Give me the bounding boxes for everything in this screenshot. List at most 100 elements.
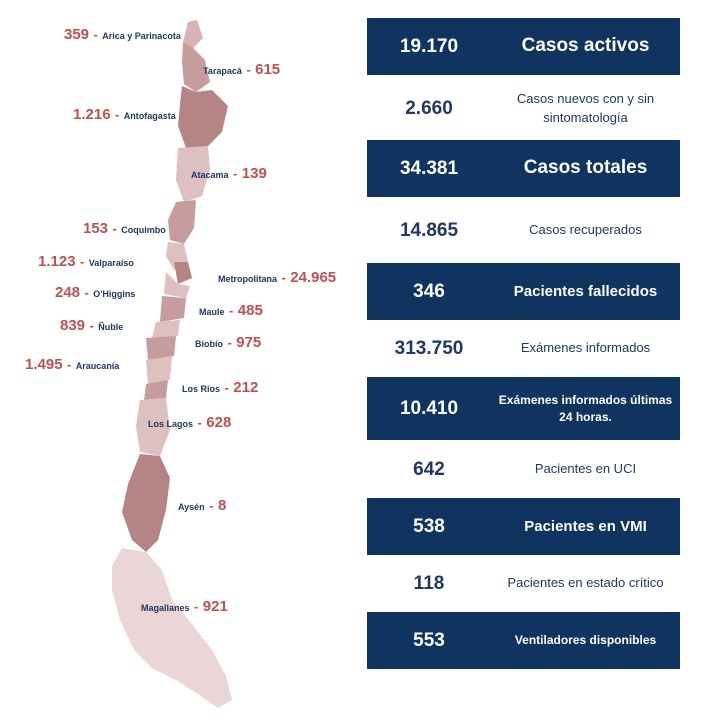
region-shape-tarapaca (182, 42, 210, 92)
chile-map: 359 - Arica y Parinacota Tarapacá - 615 … (25, 20, 336, 708)
region-value: 975 (236, 334, 262, 351)
region-name: Ñuble (98, 322, 124, 332)
stat-value: 313.750 (394, 337, 464, 359)
region-label-antofagasta: 1.216 - Antofagasta (73, 107, 176, 123)
dash: - (80, 254, 85, 269)
stat-label: Pacientes fallecidos (513, 283, 658, 300)
stat-value: 538 (413, 515, 445, 537)
region-label-tarapaca: Tarapacá - 615 (203, 62, 280, 78)
region-name: Coquimbo (121, 225, 166, 235)
region-value: 24.965 (290, 269, 337, 286)
region-shape-antofagasta (178, 86, 228, 148)
region-shape-los-rios (144, 380, 168, 400)
stat-casos-activos: 19.170 Casos activos (367, 18, 680, 75)
region-value: 8 (217, 497, 227, 514)
region-value: 485 (237, 302, 263, 319)
region-name: Aysén (178, 502, 205, 512)
region-name: Arica y Parinacota (102, 31, 181, 41)
region-value: 359 (64, 26, 90, 43)
region-shape-magallanes (112, 548, 232, 708)
region-value: 628 (206, 414, 232, 431)
region-shape-coquimbo (168, 200, 196, 244)
map-south (112, 454, 232, 708)
region-shape-los-lagos (136, 398, 170, 456)
region-value: 921 (202, 598, 228, 615)
region-shape-aysen (122, 454, 170, 552)
region-name: Araucanía (75, 361, 120, 371)
region-label-atacama: Atacama - 139 (191, 166, 267, 182)
region-value: 248 (55, 284, 81, 301)
stat-value: 553 (413, 629, 445, 651)
stat-ventiladores: 553 Ventiladores disponibles (367, 612, 680, 669)
region-value: 212 (233, 379, 259, 396)
region-label-nuble: 839 - Ñuble (60, 318, 123, 334)
map-north (136, 20, 228, 456)
region-shape-maule (160, 296, 186, 322)
stat-label: Casos nuevos con y sin sintomatología (516, 91, 655, 125)
dash: - (112, 221, 117, 236)
chile-map-shape (112, 20, 232, 708)
dash: - (197, 415, 202, 430)
region-name: Atacama (191, 170, 229, 180)
region-value: 839 (60, 317, 86, 334)
dash: - (193, 599, 199, 614)
stat-value: 34.381 (399, 157, 459, 179)
region-name: Maule (199, 307, 225, 317)
stat-pacientes-fallecidos: 346 Pacientes fallecidos (367, 263, 680, 320)
dash: - (67, 357, 72, 372)
stat-label: Casos recuperados (529, 222, 642, 238)
region-label-maule: Maule - 485 (199, 303, 263, 319)
region-shape-atacama (176, 146, 210, 202)
stat-value: 346 (413, 280, 445, 302)
stat-value: 10.410 (399, 397, 459, 419)
region-name: Tarapacá (203, 66, 242, 76)
dash: - (281, 270, 286, 285)
stat-value: 118 (413, 572, 445, 594)
stat-label: Pacientes en estado crítico (507, 575, 664, 591)
dash: - (227, 335, 232, 350)
region-name: Los Ríos (182, 384, 221, 394)
stat-casos-nuevos: 2.660 Casos nuevos con y sin sintomatolo… (367, 80, 680, 137)
region-value: 153 (83, 220, 109, 237)
region-label-aysen: Aysén - 8 (178, 498, 226, 514)
dash: - (115, 107, 120, 122)
region-label-araucania: 1.495 - Araucanía (25, 357, 119, 373)
stat-label: Exámenes informados (520, 340, 651, 356)
stat-casos-recuperados: 14.865 Casos recuperados (367, 202, 680, 259)
stat-estado-critico: 118 Pacientes en estado crítico (367, 555, 680, 612)
stat-pacientes-uci: 642 Pacientes en UCI (367, 441, 680, 498)
region-value: 1.216 (73, 106, 111, 123)
region-value: 1.495 (25, 356, 63, 373)
dash: - (228, 303, 234, 318)
dash: - (93, 27, 98, 42)
stat-label: Casos activos (521, 35, 650, 57)
stat-value: 2.660 (405, 97, 453, 119)
region-value: 139 (241, 165, 267, 182)
region-label-valparaiso: 1.123 - Valparaíso (38, 254, 134, 270)
dash: - (224, 380, 229, 395)
region-label-arica: 359 - Arica y Parinacota (64, 27, 181, 43)
region-shape-biobio (146, 336, 176, 360)
stat-label: Casos totales (523, 157, 648, 179)
stat-value: 642 (413, 458, 445, 480)
region-name: Magallanes (141, 603, 190, 613)
stat-pacientes-vmi: 538 Pacientes en VMI (367, 498, 680, 555)
region-name: Valparaíso (88, 258, 134, 268)
stat-value: 14.865 (399, 219, 459, 241)
stat-examenes-24h: 10.410 Exámenes informados últimas 24 ho… (367, 377, 680, 440)
region-shape-metropolitana (174, 262, 192, 284)
dash: - (209, 498, 214, 513)
region-shape-arica (183, 20, 203, 48)
dash: - (232, 166, 238, 181)
dash: - (246, 62, 251, 77)
stat-casos-totales: 34.381 Casos totales (367, 140, 680, 197)
region-label-los-rios: Los Ríos - 212 (182, 380, 258, 396)
region-value: 615 (255, 61, 281, 78)
region-label-biobio: Biobío - 975 (195, 335, 261, 351)
region-label-metropolitana: Metropolitana - 24.965 (218, 270, 336, 286)
stat-label: Pacientes en VMI (524, 518, 647, 535)
region-name: O'Higgins (93, 289, 136, 299)
dash: - (84, 285, 89, 300)
stat-examenes-informados: 313.750 Exámenes informados (367, 320, 680, 377)
region-label-los-lagos: Los Lagos - 628 (148, 415, 231, 431)
